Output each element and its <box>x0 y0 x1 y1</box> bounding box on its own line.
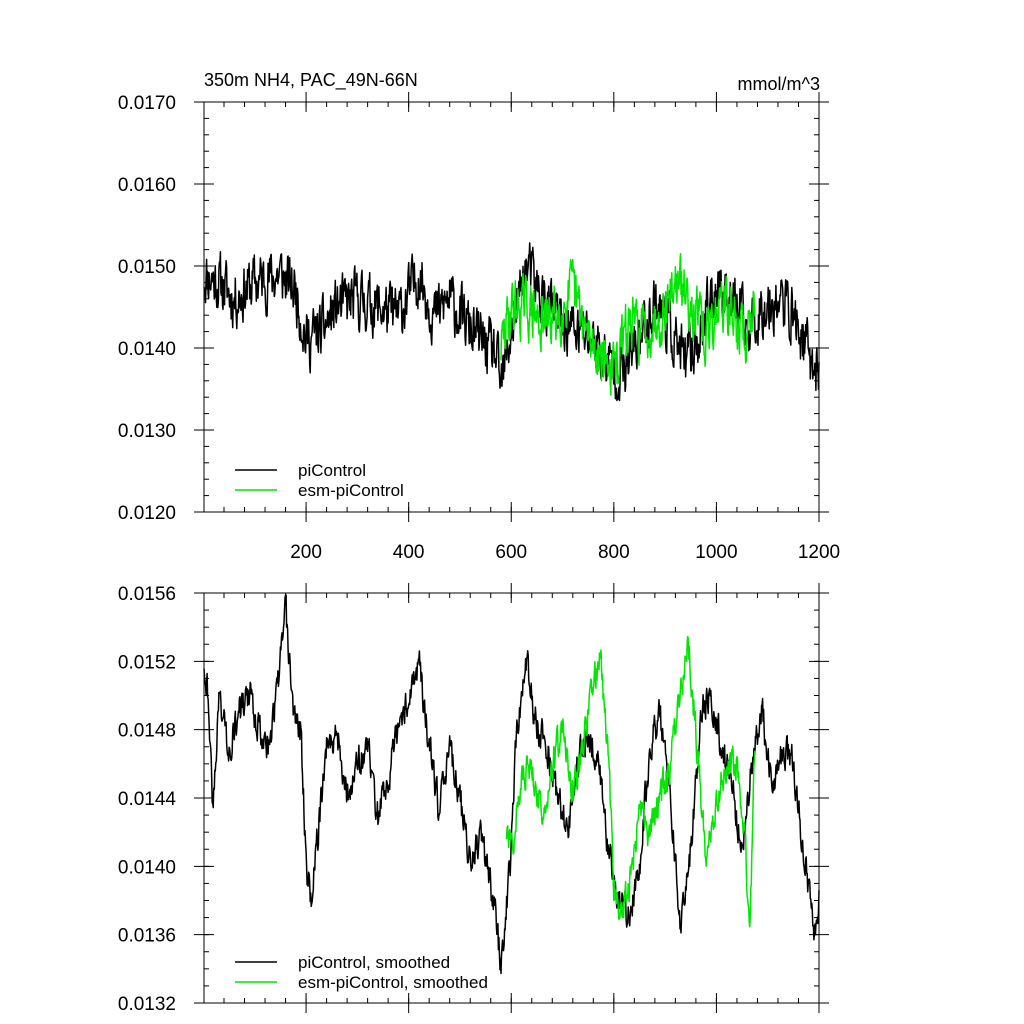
x-tick-label: 400 <box>393 542 425 563</box>
y-tick-label: 0.0132 <box>118 994 176 1015</box>
top-axes: 0.0120 0.0130 0.0140 0.0150 0.0160 0.0170 200 4… <box>118 92 840 563</box>
y-tick-label: 0.0150 <box>118 257 176 278</box>
legend-label: esm-piControl <box>298 481 404 500</box>
y-tick-label: 0.0152 <box>118 652 176 673</box>
y-tick-label: 0.0156 <box>118 584 176 605</box>
bottom-series-lines <box>203 594 820 975</box>
x-tick-label: 200 <box>290 542 322 563</box>
y-tick-label: 0.0160 <box>118 175 176 196</box>
top-plot-frame <box>203 101 820 513</box>
x-tick-label: 1200 <box>798 542 840 563</box>
y-tick-label: 0.0136 <box>118 926 176 947</box>
top-series-lines <box>203 242 820 402</box>
bottom-plot-frame <box>203 592 820 1004</box>
x-tick-label: 800 <box>598 542 630 563</box>
y-tick-label: 0.0140 <box>118 339 176 360</box>
legend-label: piControl <box>298 461 366 480</box>
series-line-1 <box>500 252 756 396</box>
x-tick-label: 1000 <box>695 542 737 563</box>
y-tick-label: 0.0120 <box>118 503 176 524</box>
bottom-axes: 0.0132 0.0136 0.0140 0.0144 0.0148 0.0152 0.01… <box>118 583 829 1015</box>
y-tick-label: 0.0170 <box>118 93 176 114</box>
chart-title: 350m NH4, PAC_49N-66N <box>204 70 418 91</box>
y-tick-label: 0.0148 <box>118 721 176 742</box>
series-line-0 <box>203 594 820 975</box>
legend-label: piControl, smoothed <box>298 953 450 972</box>
series-line-1 <box>505 635 756 928</box>
top-panel: 350m NH4, PAC_49N-66N mmol/m^3 0.01200.0… <box>118 70 840 563</box>
y-tick-label: 0.0144 <box>118 789 177 810</box>
x-tick-label: 600 <box>495 542 527 563</box>
y-tick-label: 0.0140 <box>118 857 176 878</box>
y-tick-label: 0.0130 <box>118 421 176 442</box>
legend-label: esm-piControl, smoothed <box>298 973 488 992</box>
units-label: mmol/m^3 <box>738 74 820 94</box>
bottom-panel: 0.0132 0.0136 0.0140 0.0144 0.0148 0.0152 0.01… <box>118 583 829 1015</box>
series-line-0 <box>203 242 820 402</box>
